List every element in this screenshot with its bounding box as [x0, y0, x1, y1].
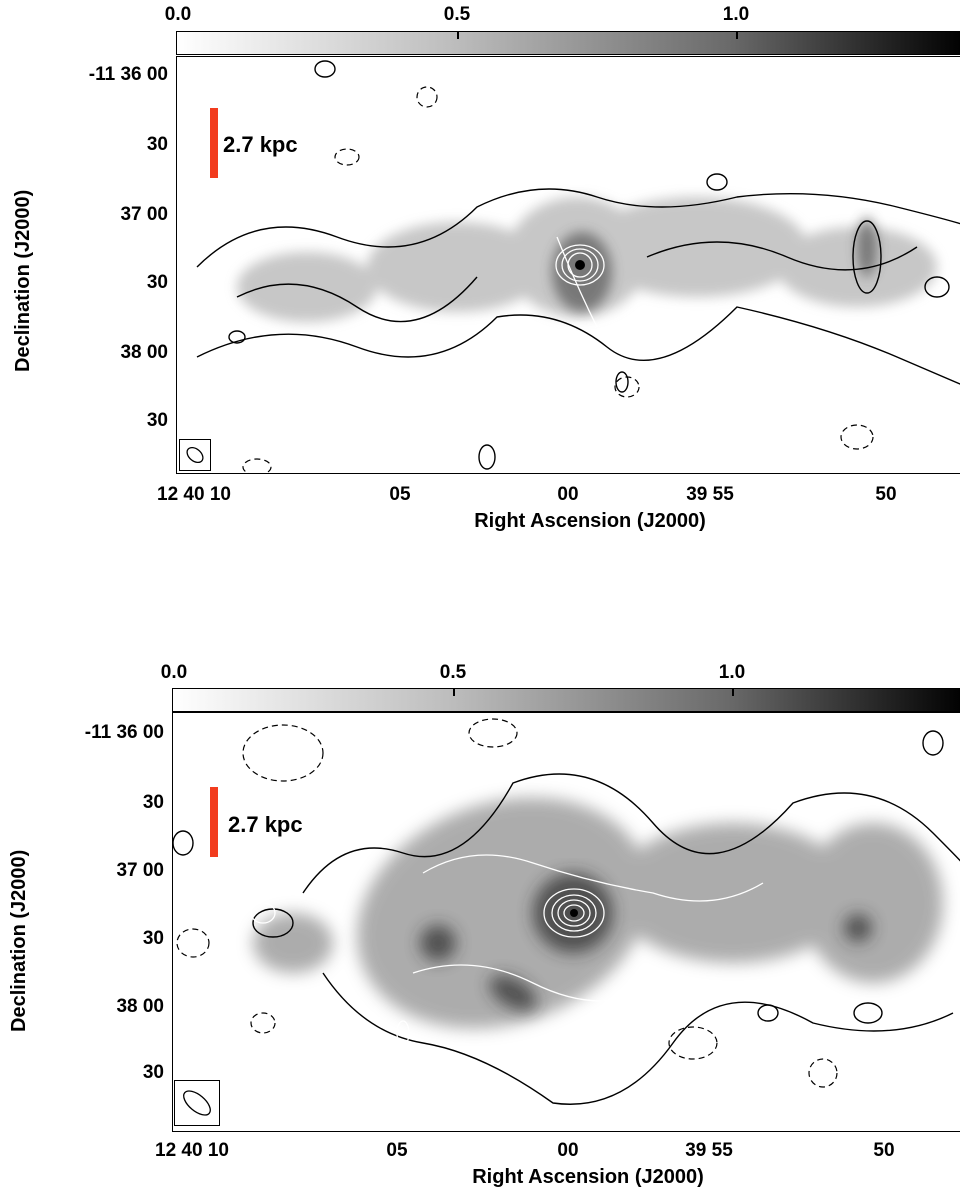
dec-tick-label: 38 00 — [116, 996, 164, 1017]
scale-bar-label: 2.7 kpc — [223, 132, 298, 157]
dec-tick-label: 37 00 — [116, 860, 164, 881]
colorbar-tick-label: 0.0 — [160, 662, 188, 683]
ra-tick-label: 00 — [557, 1140, 579, 1161]
radio-map-image — [172, 712, 960, 1132]
dec-tick-label: -11 36 00 — [84, 722, 164, 743]
beam-indicator — [174, 1080, 220, 1126]
dec-tick-label: 30 — [142, 1062, 164, 1083]
dec-tick-label: 37 00 — [120, 204, 168, 225]
colorbar-tick-label: 1.0 — [718, 662, 746, 683]
ra-tick-label: 12 40 10 — [155, 1140, 229, 1161]
ra-tick-label: 05 — [389, 484, 411, 505]
ra-tick-label: 39 55 — [686, 484, 734, 505]
colorbar — [172, 688, 960, 712]
x-axis-title: Right Ascension (J2000) — [474, 510, 706, 532]
radio-map-panel-top: 0.0 0.5 1.0 — [0, 0, 960, 560]
dec-tick-label: 30 — [146, 134, 168, 155]
colorbar-tick-label: 0.0 — [164, 4, 192, 25]
colorbar — [176, 31, 960, 55]
ra-tick-label: 50 — [875, 484, 897, 505]
dec-tick-label: 30 — [146, 272, 168, 293]
beam-indicator — [179, 439, 211, 471]
ra-tick-label: 39 55 — [685, 1140, 733, 1161]
dec-tick-label: 30 — [142, 792, 164, 813]
ra-tick-label: 05 — [386, 1140, 408, 1161]
dec-tick-label: 30 — [146, 410, 168, 431]
dec-tick-label: 30 — [142, 928, 164, 949]
colorbar-tick-label: 0.5 — [443, 4, 471, 25]
colorbar-tick-label: 0.5 — [439, 662, 467, 683]
ra-tick-label: 12 40 10 — [157, 484, 231, 505]
scale-bar — [210, 787, 218, 857]
scale-bar-label: 2.7 kpc — [228, 812, 303, 837]
colorbar-tick-label: 1.0 — [722, 4, 750, 25]
dec-tick-label: -11 36 00 — [88, 64, 168, 85]
x-axis-title: Right Ascension (J2000) — [472, 1166, 704, 1188]
dec-tick-label: 38 00 — [120, 342, 168, 363]
scale-bar — [210, 108, 218, 178]
y-axis-title: Declination (J2000) — [8, 849, 30, 1032]
ra-tick-label: 00 — [557, 484, 579, 505]
ra-tick-label: 50 — [873, 1140, 895, 1161]
radio-map-image — [176, 56, 960, 474]
